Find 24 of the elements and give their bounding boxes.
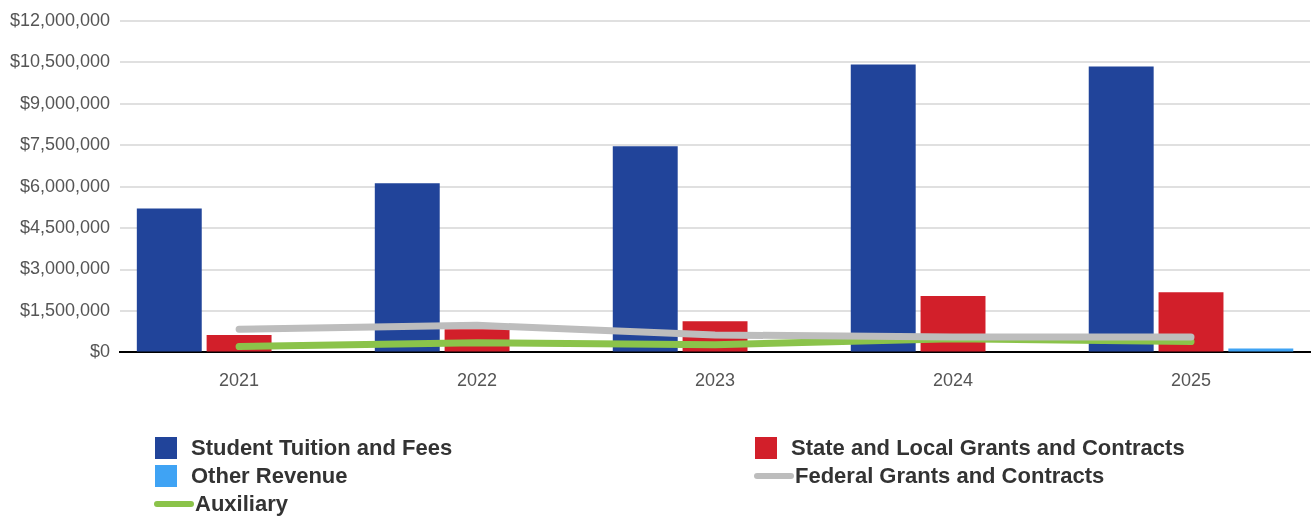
y-tick-label: $1,500,000 (20, 299, 111, 320)
y-tick-label: $7,500,000 (20, 134, 111, 155)
bar (1088, 66, 1154, 352)
legend-label: Federal Grants and Contracts (795, 463, 1105, 489)
x-tick-label: 2022 (457, 370, 498, 391)
x-tick-label: 2023 (695, 370, 736, 391)
x-tick-label: 2025 (1170, 370, 1212, 391)
y-tick-label: $3,000,000 (20, 258, 111, 279)
bar (374, 183, 440, 352)
bar (850, 64, 916, 352)
y-tick-label: $4,500,000 (20, 217, 111, 238)
x-tick-label: 2021 (219, 370, 260, 391)
y-tick-label: $9,000,000 (20, 92, 111, 113)
legend-label: Student Tuition and Fees (191, 435, 453, 461)
y-tick-label: $0 (90, 341, 111, 362)
y-tick-label: $10,500,000 (9, 51, 111, 72)
legend-label: Other Revenue (191, 463, 348, 489)
y-tick-label: $12,000,000 (9, 9, 111, 30)
x-tick-label: 2024 (933, 370, 974, 391)
legend-label: State and Local Grants and Contracts (791, 435, 1185, 461)
bar (612, 146, 678, 352)
bar (136, 208, 202, 352)
y-tick-label: $6,000,000 (20, 175, 111, 196)
legend-label: Auxiliary (195, 491, 288, 517)
